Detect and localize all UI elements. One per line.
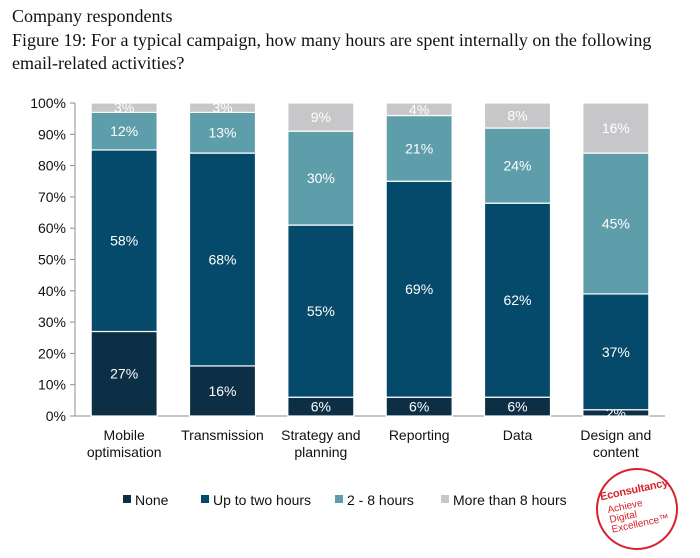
figure-subtitle: Company respondents: [12, 6, 173, 26]
x-category-label: Strategy and: [281, 427, 360, 443]
x-category-label: Mobile: [104, 427, 145, 443]
bar-segment: [582, 293, 650, 411]
data-label: 55%: [307, 303, 335, 319]
data-label: 6%: [311, 399, 331, 415]
data-label: 37%: [602, 344, 630, 360]
x-category-label: Reporting: [389, 427, 450, 443]
data-label: 21%: [405, 140, 433, 156]
x-category-label: planning: [294, 444, 347, 460]
x-category-label: Transmission: [181, 427, 264, 443]
legend-label: None: [135, 492, 169, 508]
data-label: 45%: [602, 216, 630, 232]
bar-segment: [582, 102, 650, 154]
data-label: 69%: [405, 281, 433, 297]
legend-swatch: [201, 495, 209, 503]
bar-segment: [287, 102, 355, 132]
legend-swatch: [335, 495, 343, 503]
data-label: 12%: [110, 123, 138, 139]
y-tick-label: 80%: [38, 158, 66, 174]
data-label: 68%: [208, 252, 236, 268]
data-label: 24%: [503, 158, 531, 174]
data-label: 16%: [208, 383, 236, 399]
data-label: 13%: [208, 125, 236, 141]
legend-label: More than 8 hours: [453, 492, 567, 508]
x-category-label: optimisation: [87, 444, 162, 460]
legend-swatch: [123, 495, 131, 503]
x-category-label: Data: [503, 427, 533, 443]
x-category-label: Design and: [580, 427, 651, 443]
y-tick-label: 70%: [38, 189, 66, 205]
data-label: 16%: [602, 120, 630, 136]
legend-label: 2 - 8 hours: [347, 492, 414, 508]
y-tick-label: 90%: [38, 126, 66, 142]
data-label: 30%: [307, 170, 335, 186]
bar-segment: [385, 102, 453, 117]
y-tick-label: 0%: [46, 408, 66, 424]
legend-swatch: [441, 495, 449, 503]
y-tick-label: 50%: [38, 252, 66, 268]
bar-segment: [287, 130, 355, 226]
bar-segment: [188, 102, 257, 113]
bar-segment: [483, 102, 552, 129]
bar-segment: [483, 202, 552, 398]
y-tick-label: 10%: [38, 377, 66, 393]
legend-label: Up to two hours: [213, 492, 311, 508]
bar-segment: [483, 127, 552, 204]
y-tick-label: 100%: [30, 95, 66, 111]
data-label: 9%: [311, 109, 331, 125]
data-label: 58%: [110, 233, 138, 249]
data-label: 4%: [409, 101, 429, 117]
data-label: 3%: [114, 100, 134, 116]
y-tick-label: 40%: [38, 283, 66, 299]
data-label: 27%: [110, 366, 138, 382]
bar-segment: [90, 102, 158, 113]
y-tick-label: 60%: [38, 220, 66, 236]
data-label: 8%: [507, 108, 527, 124]
data-label: 62%: [503, 292, 531, 308]
bar-segment: [287, 224, 355, 398]
data-label: 6%: [409, 399, 429, 415]
bar-segment: [582, 152, 650, 295]
data-label: 6%: [507, 399, 527, 415]
y-tick-label: 20%: [38, 345, 66, 361]
figure-title: Figure 19: For a typical campaign, how m…: [12, 30, 652, 73]
data-label: 3%: [212, 100, 232, 116]
x-category-label: content: [593, 444, 639, 460]
y-tick-label: 30%: [38, 314, 66, 330]
